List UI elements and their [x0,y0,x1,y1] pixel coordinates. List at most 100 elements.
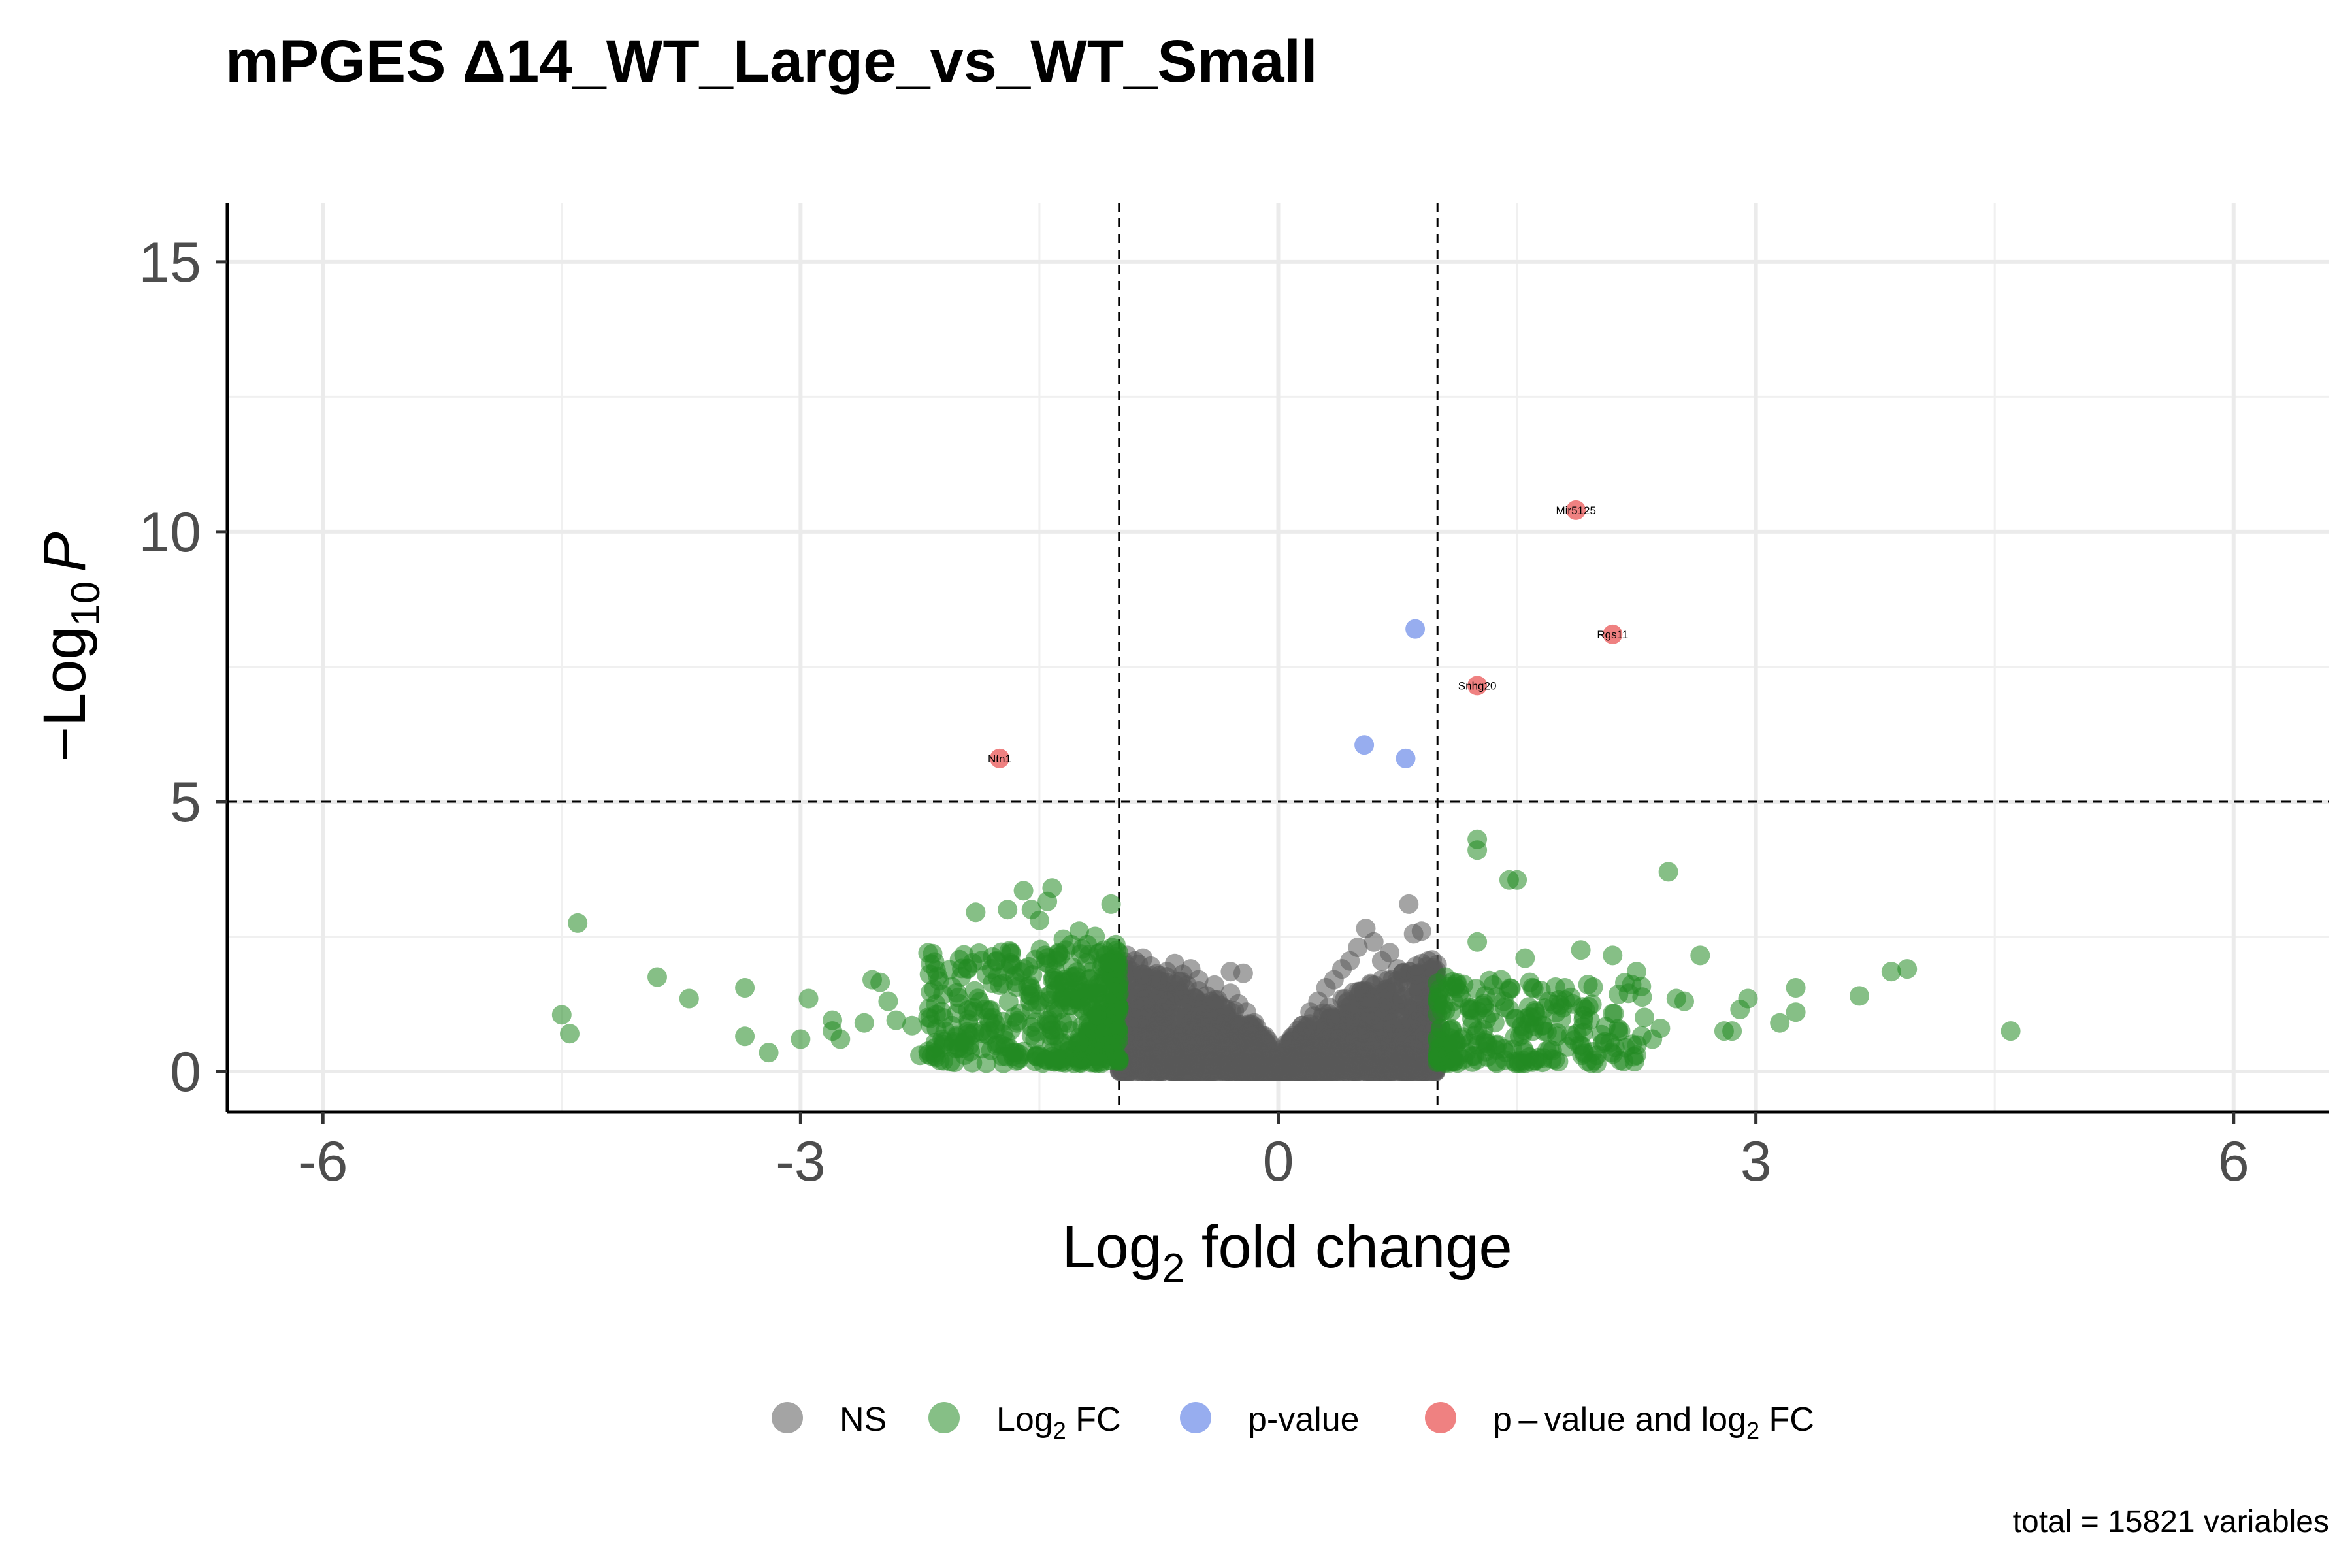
point-ns [1399,894,1419,914]
point-log2fc [1881,962,1901,982]
point-p-value-and-log2-fc [1603,624,1623,644]
point-log2fc [798,988,819,1009]
legend-label: Log2 FC [996,1401,1121,1444]
point-ns [1364,932,1384,952]
point-ns [1149,1061,1169,1081]
point-ns [1134,996,1154,1017]
point-ns [1187,1011,1207,1031]
point-log2fc [568,913,588,933]
point-log2fc [1603,1004,1623,1024]
point-log2fc [1586,1053,1607,1073]
point-log2fc [735,978,755,998]
point-log2fc [870,972,890,992]
x-tick-label: -6 [298,1130,348,1193]
point-log2fc [1635,1007,1654,1028]
point-log2fc [1507,870,1527,890]
point-log2fc [924,952,945,972]
point-log2fc [1595,1032,1615,1052]
point-log2fc [1435,967,1456,987]
point-log2fc [1674,991,1694,1011]
y-axis-title-prefix: −Log [31,627,98,762]
x-tick-label: 6 [2218,1130,2249,1193]
point-ns [1407,1012,1427,1032]
point-log2fc [1690,945,1710,966]
point-p-value [1396,748,1416,768]
point-log2fc [878,991,898,1011]
x-tick-label: 0 [1263,1130,1294,1193]
axes: -6 -3 0 3 6 0 5 10 15 [139,203,2329,1193]
point-log2fc [647,967,667,987]
point-log2fc [1086,1005,1107,1025]
point-log2fc [959,1035,979,1055]
legend-label: p – value and log2 FC [1493,1401,1814,1444]
point-log2fc [551,1005,572,1025]
point-log2fc [1105,982,1125,1002]
point-log2fc [1786,1002,1806,1022]
point-log2fc [1539,991,1559,1011]
point-ns [1339,1004,1360,1024]
point-log2fc [1578,975,1598,995]
point-log2fc [1850,986,1869,1006]
gene-label: Snhg20 [1458,679,1497,692]
point-log2fc [679,988,699,1009]
point-log2fc [902,1015,922,1036]
point-ns [1370,1053,1390,1073]
y-axis-title-subscript: 10 [63,581,108,627]
point-log2fc [1494,991,1514,1011]
point-ns [1154,1007,1175,1027]
point-log2fc [1523,1021,1543,1041]
point-log2fc [1051,1053,1071,1072]
point-log2fc [1001,942,1021,962]
point-log2fc [854,1013,874,1033]
point-log2fc [1770,1013,1790,1033]
point-ns [1133,948,1153,968]
x-axis-title-subscript: 2 [1162,1246,1184,1291]
point-log2fc [1070,1048,1090,1068]
point-log2fc [1650,1019,1671,1038]
point-ns [1251,1060,1271,1081]
point-log2fc [1786,978,1806,998]
point-log2fc [1108,1002,1128,1022]
point-log2fc [1007,1013,1027,1033]
point-log2fc [1578,996,1599,1017]
legend-label: NS [840,1401,887,1439]
point-log2fc [1060,988,1081,1008]
legend-swatch [1180,1402,1211,1433]
point-log2fc [942,977,962,997]
y-tick-label: 5 [170,771,201,834]
point-log2fc [1069,1033,1089,1053]
point-log2fc [1552,1009,1572,1029]
point-log2fc [1462,1009,1482,1029]
legend-swatch [928,1402,960,1433]
point-log2fc [1036,1049,1056,1070]
point-log2fc [1061,967,1081,987]
point-log2fc [1088,1049,1109,1069]
point-log2fc [1467,840,1488,860]
point-ns [1409,981,1428,1001]
point-ns [1417,956,1437,977]
legend-label-subscript: 2 [1053,1417,1066,1444]
point-ns [1330,1061,1350,1081]
point-log2fc [1563,994,1583,1014]
point-ns [1360,994,1380,1014]
point-log2fc [1029,991,1049,1011]
point-log2fc [1021,1026,1041,1046]
point-log2fc [1451,1029,1471,1049]
point-ns [1132,1030,1152,1051]
point-log2fc [1491,970,1511,990]
point-ns [1292,1015,1313,1036]
point-log2fc [1897,959,1918,979]
point-ns [1321,1006,1341,1026]
point-log2fc [1515,948,1535,968]
point-ns [1409,1061,1429,1081]
point-ns [1394,1049,1414,1070]
y-tick-label: 15 [139,231,201,294]
point-log2fc [1443,991,1463,1011]
point-log2fc [934,1032,954,1052]
point-ns [1292,1062,1313,1081]
legend-label-part: FC [1066,1401,1121,1439]
point-ns [1330,1022,1350,1042]
y-tick-label: 0 [170,1041,201,1103]
point-log2fc [950,994,970,1014]
point-log2fc [1618,983,1639,1004]
